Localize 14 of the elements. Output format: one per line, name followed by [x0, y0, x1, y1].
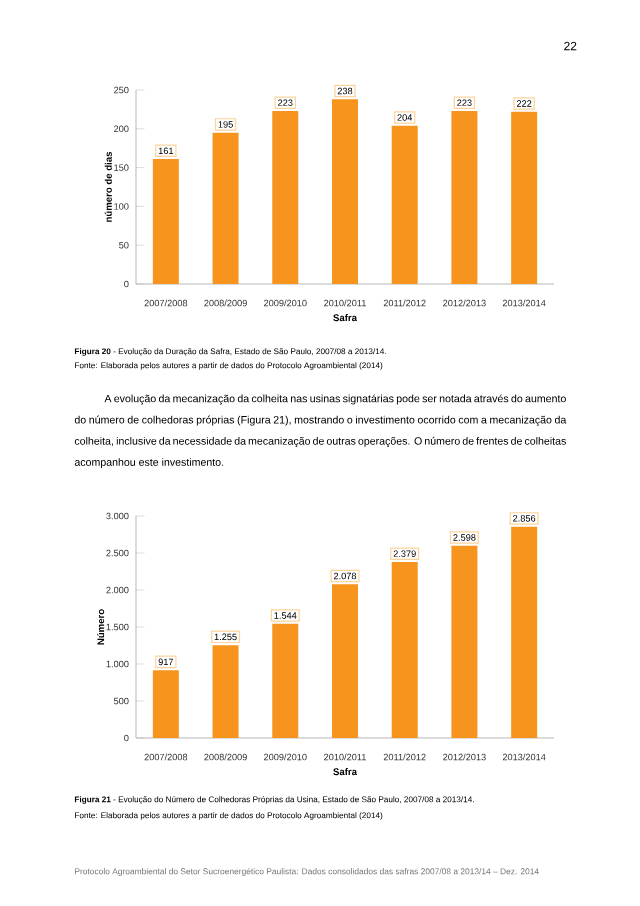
bar [511, 526, 538, 738]
bar [391, 561, 418, 738]
bar [212, 132, 239, 284]
bar [272, 110, 299, 284]
bar [152, 670, 179, 738]
bar [451, 545, 478, 738]
bar [331, 99, 358, 284]
bar [331, 584, 358, 738]
bar [152, 159, 179, 284]
bar [451, 110, 478, 284]
bar [391, 125, 418, 284]
bar [511, 111, 538, 284]
bar [272, 623, 299, 738]
bar [212, 645, 239, 738]
